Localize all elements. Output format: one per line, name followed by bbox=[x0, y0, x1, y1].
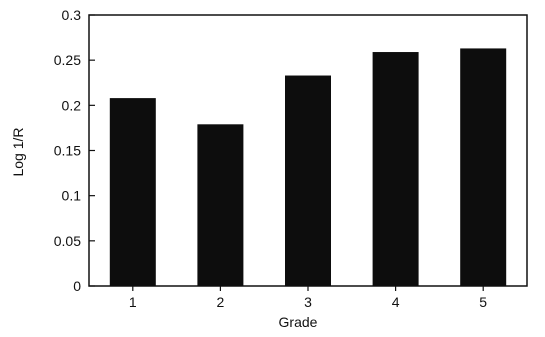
x-tick-label: 4 bbox=[392, 294, 400, 310]
y-tick-label: 0.3 bbox=[62, 7, 82, 23]
y-axis-title: Log 1/R bbox=[10, 127, 26, 176]
plot-area: 0 0.05 0.1 0.15 0.2 0.25 0.3 1 2 3 4 5 bbox=[54, 7, 528, 310]
x-axis-title: Grade bbox=[279, 314, 318, 330]
bar-3 bbox=[285, 75, 331, 286]
y-tick-label: 0 bbox=[73, 278, 81, 294]
x-tick-label: 3 bbox=[304, 294, 312, 310]
bar-5 bbox=[460, 48, 507, 286]
y-tick-label: 0.15 bbox=[54, 143, 81, 159]
bar-4 bbox=[372, 52, 419, 286]
y-tick-label: 0.05 bbox=[54, 233, 81, 249]
y-tick-label: 0.2 bbox=[62, 97, 82, 113]
x-tick-label: 5 bbox=[479, 294, 487, 310]
y-tick-label: 0.1 bbox=[62, 188, 82, 204]
bar-1 bbox=[109, 98, 156, 287]
x-tick-label: 1 bbox=[129, 294, 137, 310]
y-tick-label: 0.25 bbox=[54, 52, 81, 68]
x-tick-label: 2 bbox=[217, 294, 225, 310]
bar-2 bbox=[197, 124, 244, 286]
